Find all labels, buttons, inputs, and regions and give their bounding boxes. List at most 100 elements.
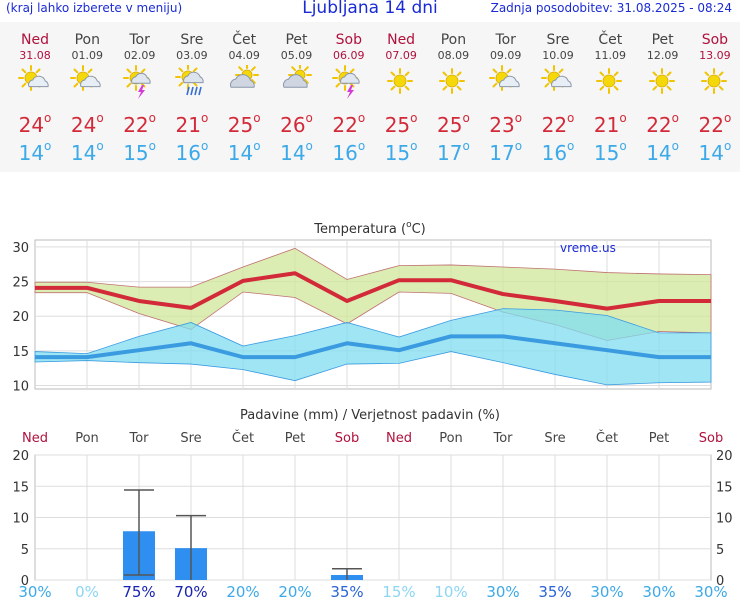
max-temperature: 22o bbox=[698, 111, 732, 137]
sun-thunder-icon bbox=[331, 65, 360, 99]
sun-rain-icon bbox=[174, 65, 204, 96]
precipitation-probability: 20% bbox=[278, 583, 311, 600]
precipitation-day-label: Čet bbox=[232, 430, 254, 446]
day-column: Čet 04.09 25o 14o bbox=[218, 22, 270, 172]
daily-forecast-strip: Ned 31.08 24o 14o Pon 01.09 24o 14o Tor 02.09 22o 1… bbox=[0, 22, 740, 172]
max-temperature: 22o bbox=[646, 111, 679, 137]
precipitation-probability: 20% bbox=[226, 583, 259, 600]
temperature-tick-label: 10 bbox=[12, 380, 29, 395]
min-temperature: 14o bbox=[227, 139, 261, 165]
cloud-sun-icon bbox=[282, 65, 312, 88]
max-temperature: 24o bbox=[18, 111, 52, 137]
max-temperature: 23o bbox=[489, 111, 523, 137]
sun-cloud-icon bbox=[541, 65, 572, 91]
day-date: 13.09 bbox=[699, 49, 731, 62]
max-temperature: 26o bbox=[280, 111, 313, 137]
sun-thunder-icon bbox=[122, 65, 151, 99]
min-temperature: 14o bbox=[280, 139, 313, 165]
day-column: Tor 02.09 22o 15o bbox=[114, 22, 166, 172]
day-date: 07.09 bbox=[385, 49, 417, 62]
precipitation-day-label: Ned bbox=[386, 431, 412, 446]
max-temperature: 25o bbox=[227, 111, 261, 137]
day-date: 11.09 bbox=[594, 49, 627, 62]
temperature-chart: Temperatura (oC) 10 15 20 25 30 vreme.us bbox=[12, 220, 712, 395]
min-temperature: 14o bbox=[646, 139, 679, 165]
day-column: Čet 11.09 21o 15o bbox=[584, 22, 636, 172]
max-temperature-line bbox=[35, 271, 711, 311]
max-temperature: 22o bbox=[123, 111, 156, 137]
precipitation-tick-label-left: 5 bbox=[21, 543, 29, 558]
precipitation-tick-label-right: 15 bbox=[716, 480, 733, 495]
precipitation-day-label: Sre bbox=[544, 431, 565, 446]
max-temperature: 25o bbox=[384, 111, 418, 137]
page-header: (kraj lahko izberete v meniju) Ljubljana… bbox=[0, 0, 740, 22]
day-column: Pon 01.09 24o 14o bbox=[61, 22, 113, 172]
max-temperature: 21o bbox=[175, 111, 209, 137]
min-temperature: 15o bbox=[593, 139, 627, 165]
temperature-tick-label: 30 bbox=[12, 241, 29, 256]
page-title: Ljubljana 14 dni bbox=[302, 0, 438, 18]
day-name: Ned bbox=[21, 32, 49, 48]
temperature-tick-label: 15 bbox=[12, 345, 29, 360]
precipitation-day-label: Čet bbox=[596, 430, 618, 446]
min-temperature: 17o bbox=[489, 139, 523, 165]
min-temperature: 16o bbox=[332, 139, 366, 165]
precipitation-day-label: Pon bbox=[75, 431, 99, 446]
precipitation-chart-title: Padavine (mm) / Verjetnost padavin (%) bbox=[240, 408, 500, 423]
last-updated: Zadnja posodobitev: 31.08.2025 - 08:24 bbox=[490, 1, 732, 15]
day-name: Pet bbox=[285, 32, 308, 48]
cloud-sun-icon bbox=[230, 65, 260, 88]
min-temperature: 14o bbox=[70, 139, 104, 165]
day-column: Sre 10.09 22o 16o bbox=[532, 22, 584, 172]
day-date: 31.08 bbox=[19, 49, 51, 62]
day-date: 08.09 bbox=[437, 49, 470, 62]
max-temperature: 24o bbox=[70, 111, 104, 137]
min-temperature: 17o bbox=[436, 139, 470, 165]
watermark: vreme.us bbox=[560, 241, 616, 255]
precipitation-probability: 30% bbox=[694, 583, 727, 600]
precipitation-day-label: Ned bbox=[22, 431, 48, 446]
min-temperature: 15o bbox=[123, 139, 156, 165]
precipitation-tick-label-right: 20 bbox=[716, 449, 733, 464]
day-name: Tor bbox=[129, 32, 150, 48]
min-temperature: 16o bbox=[541, 139, 575, 165]
precipitation-probability: 30% bbox=[18, 583, 51, 600]
precipitation-probability: 75% bbox=[122, 583, 155, 600]
precipitation-day-label: Pet bbox=[649, 431, 669, 446]
sun-icon bbox=[596, 68, 623, 94]
day-date: 03.09 bbox=[176, 49, 208, 62]
day-column: Sob 13.09 22o 14o bbox=[689, 22, 740, 172]
max-temperature: 21o bbox=[593, 111, 627, 137]
precipitation-probability: 35% bbox=[330, 583, 363, 600]
day-name: Tor bbox=[495, 32, 516, 48]
day-name: Sre bbox=[180, 32, 204, 48]
precipitation-tick-label-right: 5 bbox=[716, 543, 724, 558]
day-name: Sob bbox=[701, 32, 729, 48]
day-date: 09.09 bbox=[489, 49, 522, 62]
temperature-tick-label: 25 bbox=[12, 276, 29, 291]
day-column: Ned 07.09 25o 15o bbox=[375, 22, 427, 172]
day-column: Pet 12.09 22o 14o bbox=[637, 22, 689, 172]
day-date: 12.09 bbox=[646, 49, 679, 62]
precipitation-day-label: Tor bbox=[492, 431, 513, 446]
day-name: Pon bbox=[440, 32, 467, 48]
day-name: Pon bbox=[74, 32, 100, 48]
location-menu-note[interactable]: (kraj lahko izberete v meniju) bbox=[6, 1, 183, 15]
min-temperature: 15o bbox=[384, 139, 418, 165]
precipitation-tick-label-left: 10 bbox=[12, 512, 29, 527]
day-column: Ned 31.08 24o 14o bbox=[9, 22, 61, 172]
sun-cloud-icon bbox=[488, 65, 520, 91]
min-temperature: 16o bbox=[175, 139, 209, 165]
precipitation-day-label: Pet bbox=[285, 431, 305, 446]
precipitation-day-label: Tor bbox=[128, 431, 149, 446]
temperature-tick-label: 20 bbox=[12, 310, 29, 325]
precipitation-probability: 30% bbox=[590, 583, 623, 600]
precipitation-probability: 15% bbox=[382, 583, 415, 600]
day-date: 04.09 bbox=[228, 49, 260, 62]
day-name: Sob bbox=[335, 32, 362, 48]
sun-icon bbox=[700, 68, 727, 94]
sun-icon bbox=[439, 68, 466, 94]
day-date: 10.09 bbox=[542, 49, 574, 62]
day-name: Čet bbox=[598, 32, 623, 48]
